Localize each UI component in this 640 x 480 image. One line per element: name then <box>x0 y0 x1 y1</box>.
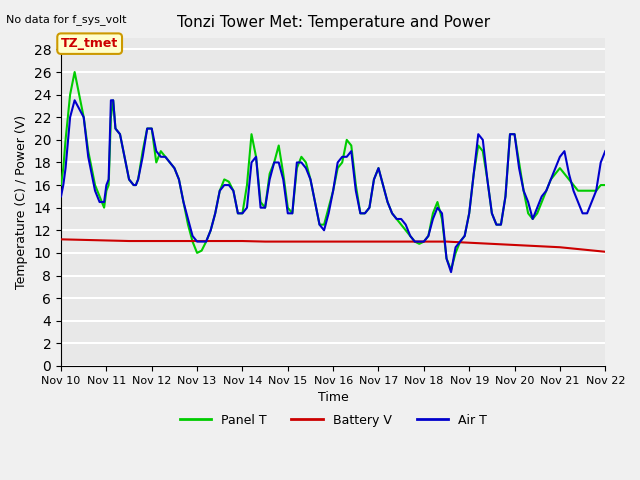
Text: No data for f_sys_volt: No data for f_sys_volt <box>6 14 127 25</box>
Text: TZ_tmet: TZ_tmet <box>61 37 118 50</box>
X-axis label: Time: Time <box>318 391 349 404</box>
Title: Tonzi Tower Met: Temperature and Power: Tonzi Tower Met: Temperature and Power <box>177 15 490 30</box>
Legend: Panel T, Battery V, Air T: Panel T, Battery V, Air T <box>175 409 492 432</box>
Y-axis label: Temperature (C) / Power (V): Temperature (C) / Power (V) <box>15 115 28 289</box>
